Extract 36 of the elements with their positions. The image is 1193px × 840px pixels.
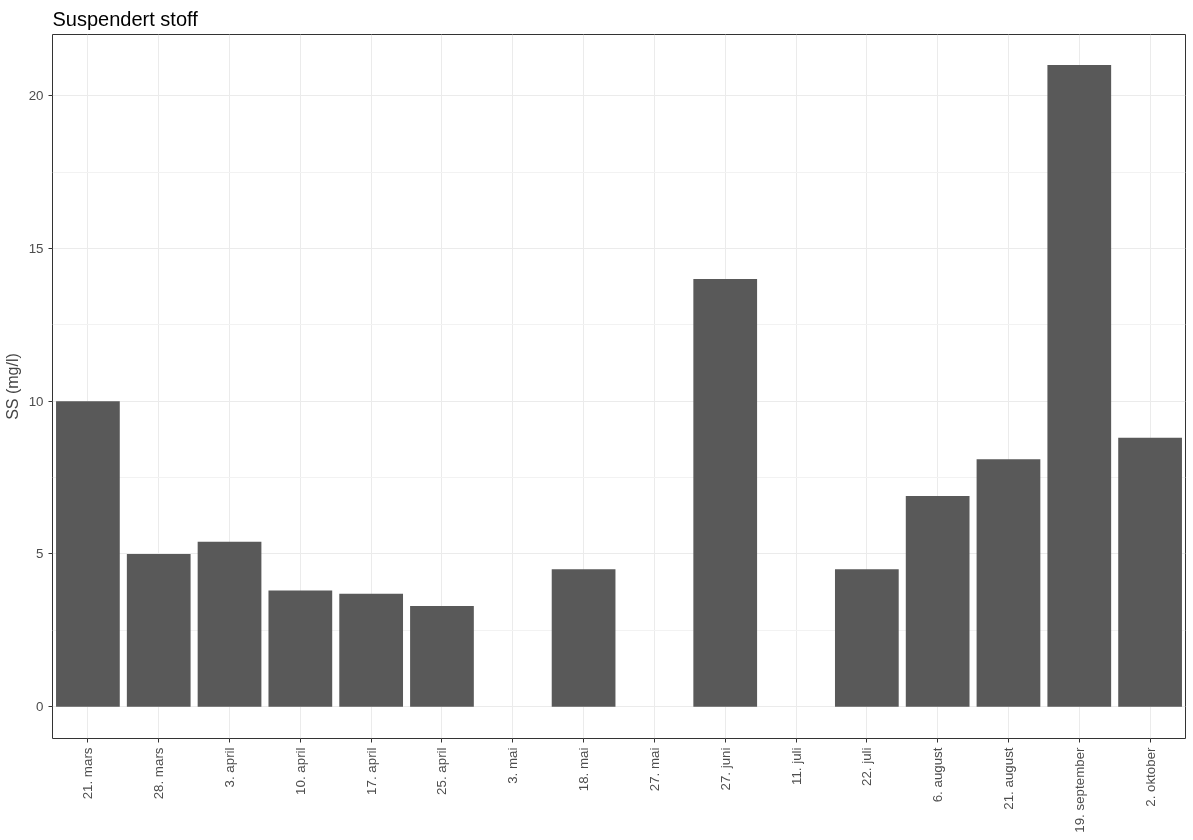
x-tick-label: 6. august	[930, 747, 946, 803]
x-tick-label: 25. april	[434, 747, 450, 795]
bar	[339, 593, 404, 707]
x-tick-label: 27. mai	[646, 747, 662, 792]
x-tick-label: 3. mai	[505, 747, 521, 784]
bar	[905, 495, 970, 707]
bar	[1118, 437, 1182, 707]
bar	[268, 590, 333, 707]
x-tick-label: 3. april	[222, 747, 238, 788]
x-tick-label: 21. august	[1000, 747, 1016, 810]
chart-title: Suspendert stoff	[52, 7, 199, 30]
bar	[834, 569, 899, 707]
bar	[976, 459, 1041, 707]
x-tick-label: 21. mars	[80, 747, 96, 800]
bar	[693, 278, 758, 707]
bar	[410, 605, 474, 707]
y-tick-label: 10	[28, 393, 44, 409]
x-tick-label: 11. juli	[788, 747, 804, 786]
y-axis-title: SS (mg/l)	[3, 353, 21, 420]
x-tick-label: 10. april	[292, 747, 308, 795]
x-tick-label: 19. september	[1071, 746, 1087, 833]
y-tick-label: 0	[36, 699, 44, 715]
bar	[197, 541, 262, 707]
x-tick-label: 28. mars	[151, 747, 167, 800]
y-tick-label: 15	[28, 240, 44, 256]
y-tick-label: 5	[36, 546, 44, 562]
bar	[551, 569, 616, 707]
x-tick-label: 22. juli	[859, 747, 875, 787]
y-tick-label: 20	[28, 88, 44, 104]
bar	[1047, 65, 1112, 707]
x-tick-label: 27. juni	[717, 747, 733, 791]
bar	[126, 553, 191, 707]
x-tick-label: 17. april	[363, 747, 379, 795]
x-tick-label: 2. oktober	[1142, 746, 1158, 807]
x-tick-label: 18. mai	[576, 747, 592, 792]
bar	[56, 401, 120, 707]
